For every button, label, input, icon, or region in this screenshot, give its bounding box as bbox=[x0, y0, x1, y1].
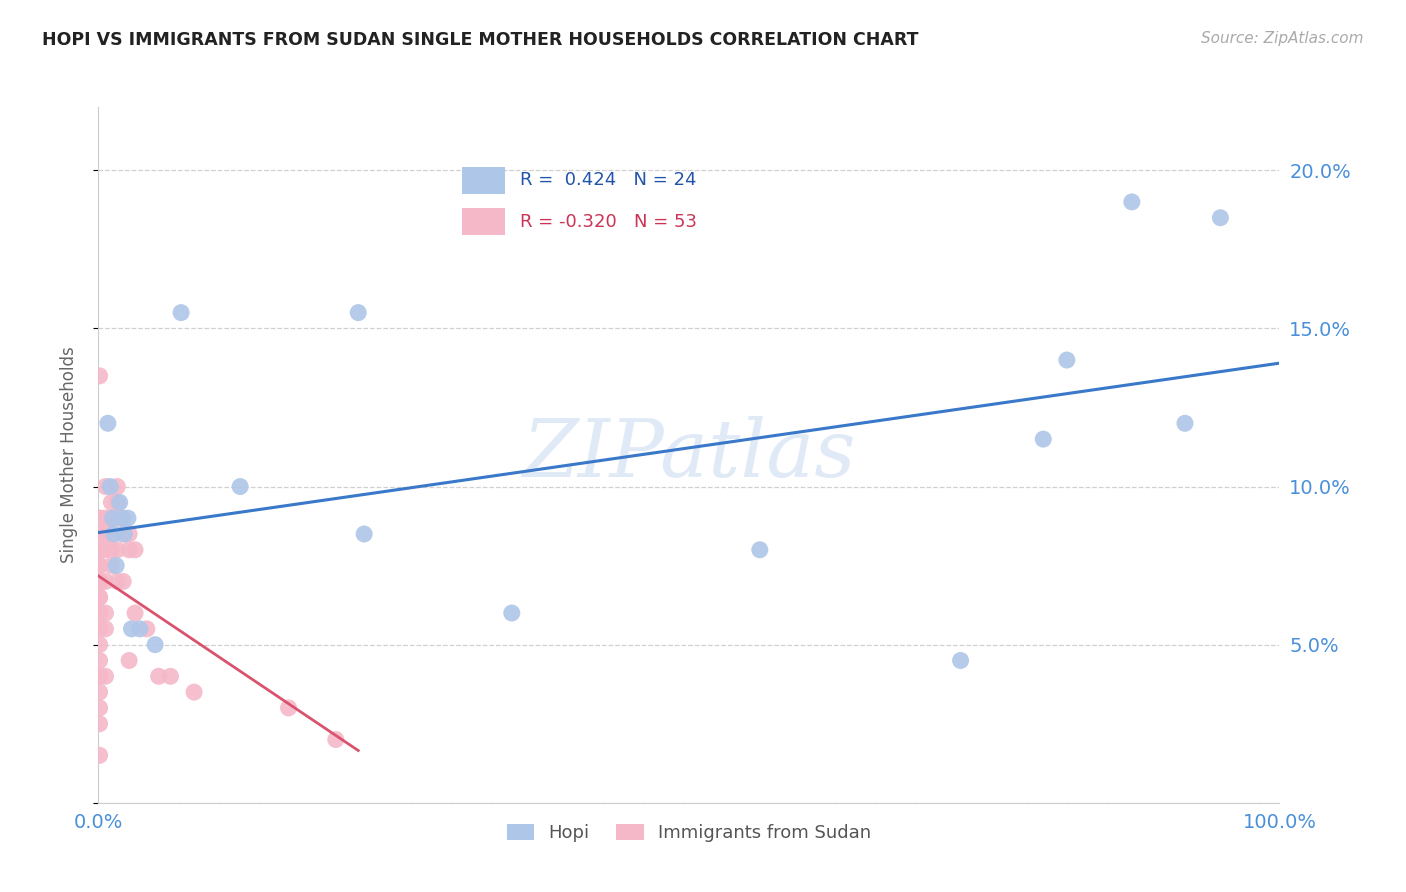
Point bbox=[1121, 194, 1143, 209]
Point bbox=[89, 558, 111, 573]
Text: Source: ZipAtlas.com: Source: ZipAtlas.com bbox=[1201, 31, 1364, 46]
Point bbox=[103, 527, 125, 541]
Point bbox=[89, 669, 111, 683]
Point bbox=[94, 527, 117, 541]
Bar bbox=[463, 167, 505, 194]
Bar bbox=[463, 208, 505, 235]
Point bbox=[101, 511, 124, 525]
Legend: Hopi, Immigrants from Sudan: Hopi, Immigrants from Sudan bbox=[499, 817, 879, 849]
Point bbox=[112, 511, 135, 525]
Point bbox=[94, 606, 117, 620]
Point bbox=[89, 527, 111, 541]
Point bbox=[89, 622, 111, 636]
Point bbox=[100, 527, 122, 541]
Point bbox=[89, 653, 111, 667]
Point bbox=[277, 701, 299, 715]
Point bbox=[143, 638, 166, 652]
Point bbox=[229, 479, 252, 493]
Point bbox=[89, 606, 111, 620]
Point bbox=[170, 305, 193, 319]
Point bbox=[118, 653, 141, 667]
Point bbox=[949, 653, 972, 667]
Point bbox=[94, 622, 117, 636]
Point bbox=[112, 527, 135, 541]
Point bbox=[183, 685, 205, 699]
Point bbox=[501, 606, 523, 620]
Point bbox=[94, 542, 117, 557]
Point bbox=[105, 479, 128, 493]
Point bbox=[325, 732, 347, 747]
Point bbox=[100, 542, 122, 557]
Point bbox=[135, 622, 157, 636]
Point bbox=[118, 542, 141, 557]
Point bbox=[89, 542, 111, 557]
Point bbox=[105, 542, 128, 557]
Point bbox=[89, 511, 111, 525]
Point bbox=[98, 479, 121, 493]
Point bbox=[89, 558, 111, 573]
Text: HOPI VS IMMIGRANTS FROM SUDAN SINGLE MOTHER HOUSEHOLDS CORRELATION CHART: HOPI VS IMMIGRANTS FROM SUDAN SINGLE MOT… bbox=[42, 31, 918, 49]
Point bbox=[105, 574, 128, 589]
Point bbox=[148, 669, 170, 683]
Point bbox=[124, 542, 146, 557]
Point bbox=[1032, 432, 1054, 446]
Point bbox=[112, 574, 135, 589]
Point bbox=[100, 558, 122, 573]
Point bbox=[1209, 211, 1232, 225]
Point bbox=[89, 669, 111, 683]
Point bbox=[117, 511, 139, 525]
Point bbox=[100, 495, 122, 509]
Point bbox=[105, 558, 128, 573]
Point bbox=[105, 495, 128, 509]
Point bbox=[94, 574, 117, 589]
Text: ZIPatlas: ZIPatlas bbox=[522, 417, 856, 493]
Point bbox=[353, 527, 375, 541]
Point bbox=[118, 527, 141, 541]
Point bbox=[121, 622, 143, 636]
Point bbox=[100, 511, 122, 525]
Point bbox=[89, 574, 111, 589]
Point bbox=[1056, 353, 1078, 368]
Point bbox=[748, 542, 770, 557]
Point bbox=[128, 622, 150, 636]
Point bbox=[89, 685, 111, 699]
Point bbox=[159, 669, 181, 683]
Point bbox=[97, 417, 120, 431]
Point bbox=[105, 511, 128, 525]
Point bbox=[1174, 417, 1197, 431]
Point bbox=[94, 511, 117, 525]
Point bbox=[112, 527, 135, 541]
Point bbox=[89, 511, 111, 525]
Point bbox=[94, 669, 117, 683]
Point bbox=[89, 591, 111, 605]
Point bbox=[89, 716, 111, 731]
Point bbox=[89, 748, 111, 763]
Point bbox=[89, 574, 111, 589]
Point bbox=[94, 479, 117, 493]
Point bbox=[89, 591, 111, 605]
Point bbox=[124, 606, 146, 620]
Text: R =  0.424   N = 24: R = 0.424 N = 24 bbox=[520, 171, 697, 189]
Point bbox=[108, 495, 131, 509]
Point bbox=[111, 511, 134, 525]
Point bbox=[347, 305, 370, 319]
Point bbox=[89, 638, 111, 652]
Text: R = -0.320   N = 53: R = -0.320 N = 53 bbox=[520, 213, 697, 231]
Point bbox=[89, 701, 111, 715]
Y-axis label: Single Mother Households: Single Mother Households bbox=[59, 347, 77, 563]
Point bbox=[89, 368, 111, 383]
